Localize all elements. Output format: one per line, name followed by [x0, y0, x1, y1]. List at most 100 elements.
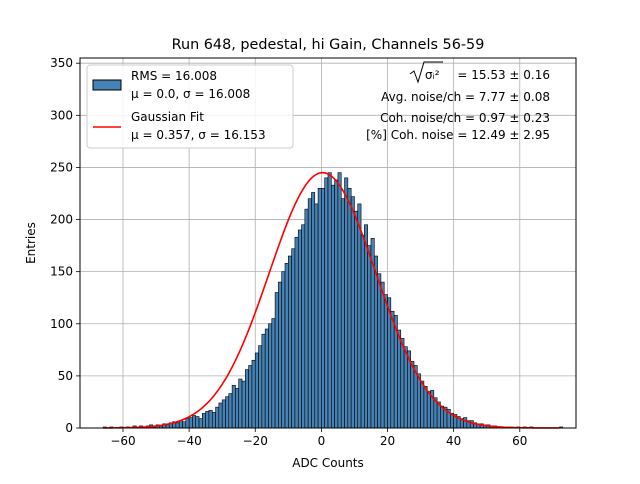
histogram-bar [235, 388, 240, 429]
histogram-bar [188, 417, 193, 429]
histogram-bar [228, 393, 233, 429]
x-axis-label: ADC Counts [292, 456, 364, 470]
histogram-bar [347, 187, 352, 429]
histogram-bar [202, 413, 206, 429]
histogram-bar [301, 224, 306, 429]
histogram-bar [268, 323, 273, 429]
histogram-bar [205, 411, 210, 429]
histogram-bar [354, 210, 359, 429]
histogram-bar [387, 297, 392, 429]
legend-histogram-swatch [92, 79, 122, 91]
histogram-bar [340, 198, 345, 429]
histogram-bar [261, 333, 266, 429]
histogram-bar [324, 177, 329, 429]
histogram-bar [195, 416, 200, 429]
histogram-bar [426, 391, 431, 429]
histogram-bar [423, 386, 428, 429]
histogram-bar [410, 360, 415, 429]
histogram-bar [440, 405, 445, 429]
histogram-bar [278, 281, 283, 429]
histogram-bar [360, 234, 365, 429]
legend-fit-label: Gaussian Fit [131, 110, 204, 124]
x-tick-label: 20 [380, 434, 395, 448]
histogram-bar [314, 203, 319, 429]
x-tick-label: −20 [243, 434, 268, 448]
histogram-bar [364, 224, 368, 429]
histogram-bar [397, 329, 402, 429]
histogram-bar [221, 399, 226, 429]
histogram-bar [245, 369, 249, 429]
plot-frame [79, 57, 577, 429]
histogram-bar [390, 310, 395, 429]
y-tick-label: 0 [65, 421, 73, 435]
legend-box [86, 64, 294, 149]
histogram-bar [383, 294, 388, 429]
legend-histogram-label: RMS = 16.008 [131, 69, 217, 83]
chart-title: Run 648, pedestal, hi Gain, Channels 56-… [172, 37, 485, 53]
histogram-bar [271, 318, 276, 429]
sqrt-sign [409, 61, 443, 84]
histogram-bar [377, 273, 382, 429]
histogram-bar [294, 236, 299, 429]
histogram-bar [178, 420, 183, 429]
y-tick-label: 200 [50, 213, 73, 227]
histogram-bar [331, 184, 335, 429]
histogram-bar [321, 187, 325, 429]
histogram-bar [185, 418, 190, 429]
histogram-bar [192, 415, 197, 429]
y-tick-label: 350 [50, 56, 73, 70]
pct-coh-noise-text: [%] Coh. noise = 12.49 ± 2.95 [366, 128, 550, 142]
x-tick-label: 0 [318, 434, 326, 448]
histogram-bar [225, 396, 230, 429]
histogram-bar [350, 196, 355, 429]
legend: RMS = 16.008 μ = 0.0, σ = 16.008 Gaussia… [86, 64, 294, 149]
histogram-bar [297, 229, 302, 429]
histogram-bar [420, 380, 425, 429]
sqrt-sigma-label: σᵢ² [425, 68, 440, 82]
histogram-bar [218, 402, 223, 429]
histogram-bar [264, 328, 269, 429]
sqrt-sigma-value: = 15.53 ± 0.16 [457, 68, 550, 82]
histogram-bar [238, 378, 243, 429]
x-tick-label: 40 [446, 434, 461, 448]
histogram-bar [373, 255, 378, 429]
x-tick-label: −40 [176, 434, 201, 448]
histogram-bar [416, 373, 421, 429]
histogram-bar [327, 172, 332, 429]
histogram-bar [463, 417, 468, 429]
coh-noise-text: Coh. noise/ch = 0.97 ± 0.23 [380, 111, 550, 125]
histogram-bar [334, 179, 339, 429]
histogram-bar [403, 346, 408, 429]
y-tick-label: 300 [50, 108, 73, 122]
histogram-bar [215, 406, 220, 429]
x-tick-label: −60 [110, 434, 135, 448]
histogram-bar [251, 359, 256, 429]
histogram-bar [288, 255, 292, 429]
legend-histogram-sublabel: μ = 0.0, σ = 16.008 [131, 87, 250, 101]
y-tick-label: 100 [50, 317, 73, 331]
histogram-bar [344, 177, 349, 429]
histogram-bar [208, 409, 213, 429]
histogram-bar [307, 198, 312, 429]
histogram-bar [274, 292, 279, 429]
histogram-bar [211, 412, 216, 429]
histogram-bar [254, 352, 259, 429]
histogram-bar [304, 208, 309, 429]
histogram-bar [400, 338, 405, 429]
y-tick-label: 250 [50, 160, 73, 174]
histogram-bar [291, 248, 296, 429]
histogram-bar [357, 203, 362, 429]
histogram-bar [311, 192, 316, 429]
x-tick-label: 60 [512, 434, 527, 448]
histogram-bar [175, 422, 180, 429]
histogram-bar [284, 263, 289, 429]
histogram-bar [182, 421, 187, 429]
histogram-bar [281, 271, 286, 429]
avg-noise-text: Avg. noise/ch = 7.77 ± 0.08 [381, 90, 550, 104]
histogram-bar [231, 384, 236, 429]
y-tick-label: 150 [50, 265, 73, 279]
y-axis-ticks: 0 50 100 150 200 250 300 350 [50, 56, 80, 435]
histogram-bar [317, 187, 322, 429]
